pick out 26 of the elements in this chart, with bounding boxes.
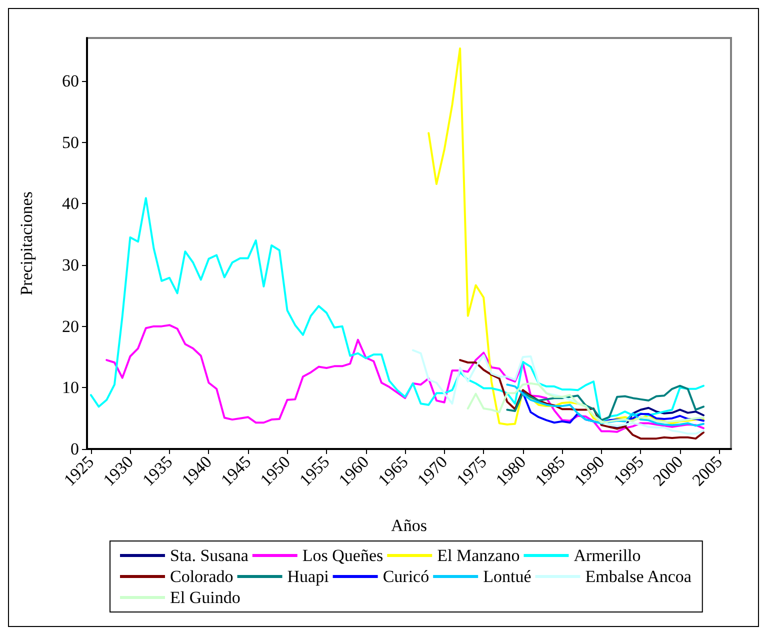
line-series [106, 324, 705, 433]
legend-label: Embalse Ancoa [585, 567, 692, 586]
y-tick-label: 60 [62, 71, 79, 90]
legend-label: El Manzano [437, 546, 520, 565]
y-tick-label: 20 [62, 316, 79, 336]
legend-label: Sta. Susana [170, 546, 249, 565]
x-axis-title: Años [391, 516, 427, 535]
line-series [428, 47, 705, 426]
legend-label: Armerillo [574, 546, 641, 565]
y-tick-label: 40 [62, 194, 79, 214]
legend-label: Huapi [287, 567, 330, 586]
line-series [459, 359, 705, 440]
y-tick-label: 50 [62, 132, 79, 152]
y-tick-label: 30 [62, 255, 79, 274]
line-series [412, 349, 705, 435]
legend-label: Los Queñes [302, 546, 384, 565]
y-tick-label: 0 [70, 440, 79, 458]
legend-label: El Guindo [170, 588, 240, 607]
legend-label: Colorado [170, 567, 234, 586]
line-series [608, 406, 705, 430]
y-tick-label: 10 [62, 378, 79, 398]
legend-label: Lontué [483, 567, 532, 586]
y-axis-title: Precipitaciones [17, 192, 36, 296]
legend-label: Curicó [382, 567, 430, 586]
line-series [90, 197, 705, 426]
line-series [466, 382, 705, 424]
